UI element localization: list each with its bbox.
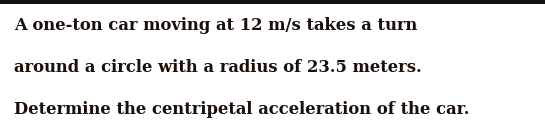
Text: around a circle with a radius of 23.5 meters.: around a circle with a radius of 23.5 me…	[14, 59, 421, 76]
Text: A one-ton car moving at 12 m/s takes a turn: A one-ton car moving at 12 m/s takes a t…	[14, 17, 417, 34]
Text: Determine the centripetal acceleration of the car.: Determine the centripetal acceleration o…	[14, 101, 469, 118]
